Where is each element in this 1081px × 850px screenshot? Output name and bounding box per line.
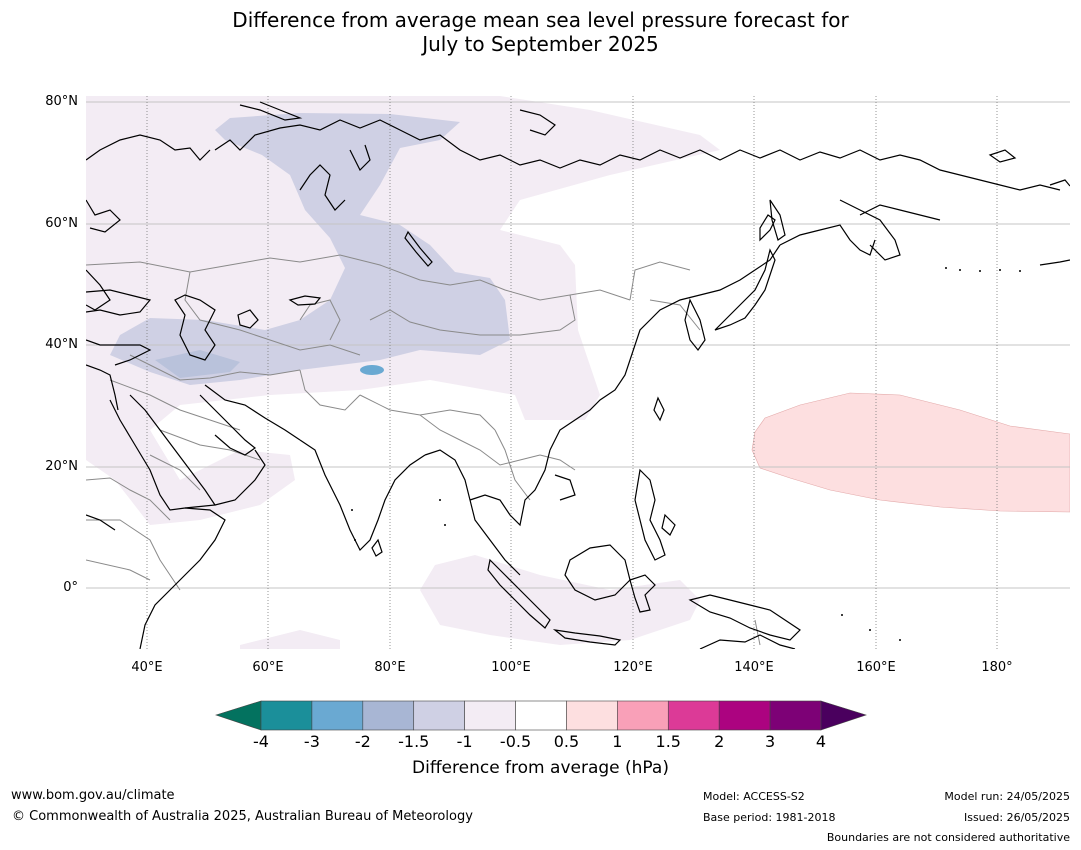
lon-label-140e: 140°E [734,660,774,675]
coastlines [86,101,1070,649]
colorbar-bin [464,700,516,731]
lat-label-0: 0° [63,580,78,595]
lon-label-120e: 120°E [613,660,653,675]
colorbar-bin [566,700,618,731]
lon-label-180: 180° [981,660,1013,675]
colorbar-extend-low [215,700,262,731]
anomaly-shading-neg15 [155,350,240,378]
colorbar-bin [413,700,465,731]
colorbar-tick-label: 3 [764,732,776,751]
colorbar-tick-label: -2 [354,732,371,751]
footer-model-run: Model run: 24/05/2025 [944,790,1070,803]
parallels [86,101,1070,589]
colorbar-bin [718,700,771,731]
colorbar-tick-label: 0.5 [553,732,580,751]
footer-copyright: © Commonwealth of Australia 2025, Austra… [12,809,473,824]
anomaly-shading-neg1 [110,113,510,385]
colorbar-bin [617,700,669,731]
lon-label-60e: 60°E [252,660,284,675]
colorbar [215,700,867,731]
lon-label-160e: 160°E [856,660,896,675]
lat-label-80n: 80°N [45,94,78,109]
chart-title: Difference from average mean sea level p… [0,8,1081,56]
map [86,96,1070,649]
colorbar-bin [311,700,364,731]
anomaly-shading-neg2 [360,365,384,375]
lat-label-20n: 20°N [45,459,78,474]
colorbar-bin [260,700,313,731]
footer-model: Model: ACCESS-S2 [703,790,805,803]
colorbar-tick-label: 4 [815,732,827,751]
lat-label-40n: 40°N [45,337,78,352]
anomaly-shading-pos05 [751,392,1070,513]
lon-label-80e: 80°E [374,660,406,675]
colorbar-tick-label: -1.5 [398,732,430,751]
footer-website[interactable]: www.bom.gov.au/climate [11,788,175,803]
title-line-2: July to September 2025 [422,32,659,56]
colorbar-tick-label: 1 [612,732,623,751]
colorbar-bin [515,700,567,731]
national-borders [86,254,761,646]
lon-label-100e: 100°E [491,660,531,675]
footer-disclaimer: Boundaries are not considered authoritat… [826,831,1070,844]
meridians [146,96,998,649]
lon-label-40e: 40°E [131,660,163,675]
colorbar-extend-high [820,700,867,731]
colorbar-tick-label: -3 [303,732,320,751]
colorbar-tick-label: 1.5 [655,732,681,751]
colorbar-bin [667,700,720,731]
colorbar-tick-label: -0.5 [499,732,532,751]
colorbar-tick-label: -4 [253,732,269,751]
colorbar-tick-label: 2 [714,732,725,751]
lat-label-60n: 60°N [45,216,78,231]
small-islands [351,267,1021,641]
colorbar-title: Difference from average (hPa) [412,758,669,778]
colorbar-tick-label: -1 [456,732,473,751]
title-line-1: Difference from average mean sea level p… [232,8,849,32]
colorbar-bin [362,700,415,731]
colorbar-bin [769,700,822,731]
footer-issued: Issued: 26/05/2025 [963,811,1070,824]
footer-base-period: Base period: 1981-2018 [703,811,836,824]
